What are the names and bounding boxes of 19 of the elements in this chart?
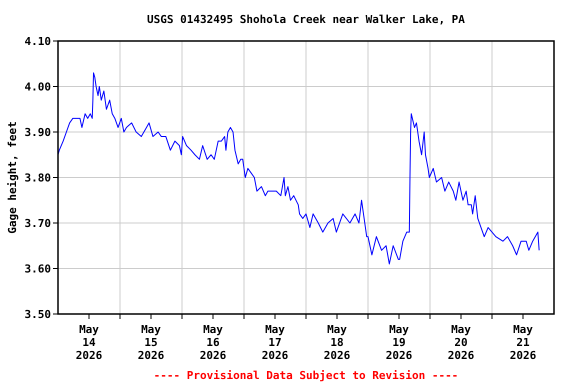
x-tick-label: May 20 2026 xyxy=(448,323,475,362)
chart-title: USGS 01432495 Shohola Creek near Walker Lake, PA xyxy=(147,13,466,26)
text: ---- Provisional Data Subject to Revision ---- xyxy=(154,369,458,382)
line-series xyxy=(58,72,540,264)
y-axis-title: Gage height, feet xyxy=(6,121,19,234)
y-tick-label: 3.50 xyxy=(24,308,51,321)
y-tick-label: 3.90 xyxy=(24,126,51,139)
x-tick-label: May 15 2026 xyxy=(138,323,165,362)
x-tick-label: May 17 2026 xyxy=(262,323,289,362)
y-tick-label: 4.10 xyxy=(24,34,51,48)
x-tick-label: May 14 2026 xyxy=(76,323,103,362)
y-tick-label: 3.80 xyxy=(24,171,51,184)
y-tick-label: 3.70 xyxy=(24,216,51,230)
x-tick-label: May 19 2026 xyxy=(386,323,413,362)
x-tick-label: May 16 2026 xyxy=(200,323,227,362)
y-tick-label: 4.00 xyxy=(24,80,51,94)
x-tick-label: May 18 2026 xyxy=(324,323,351,362)
x-tick-label: May 21 2026 xyxy=(510,323,537,362)
y-tick-label: 3.60 xyxy=(24,262,51,276)
